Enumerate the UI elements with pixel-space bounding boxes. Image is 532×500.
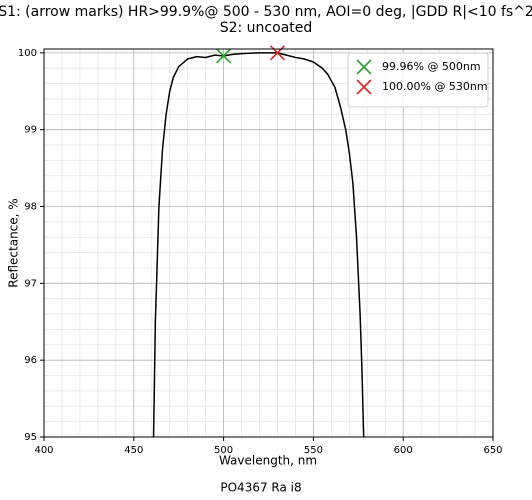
y-tick-label: 98	[24, 202, 37, 213]
y-tick-label: 97	[24, 278, 37, 289]
marker	[216, 48, 232, 64]
x-tick-label: 650	[483, 445, 502, 456]
data-line	[152, 52, 365, 438]
legend-symbol	[356, 59, 372, 75]
x-tick-label: 500	[214, 445, 233, 456]
y-tick-label: 96	[24, 355, 37, 366]
x-axis-label: Wavelength, nm	[219, 454, 317, 468]
legend-box	[347, 52, 489, 108]
footer: PO4367 Ra i8	[220, 481, 301, 495]
x-tick-label: 450	[124, 445, 143, 456]
y-axis-label: Reflectance, %	[7, 198, 21, 287]
x-tick-label: 600	[394, 445, 413, 456]
chart-subtitle: S2: uncoated	[220, 20, 313, 36]
x-tick-label: 550	[304, 445, 323, 456]
y-tick-label: 100	[18, 48, 37, 59]
legend-label: 100.00% @ 530nm	[382, 80, 488, 93]
plot-frame	[43, 48, 494, 438]
x-tick-label: 400	[34, 445, 53, 456]
legend-symbol	[356, 79, 372, 95]
chart-title: S1: (arrow marks) HR>99.9%@ 500 - 530 nm…	[0, 4, 532, 20]
y-tick-label: 99	[24, 125, 37, 136]
y-tick-label: 95	[24, 432, 37, 443]
marker	[269, 45, 286, 61]
legend-label: 99.96% @ 500nm	[382, 60, 481, 73]
